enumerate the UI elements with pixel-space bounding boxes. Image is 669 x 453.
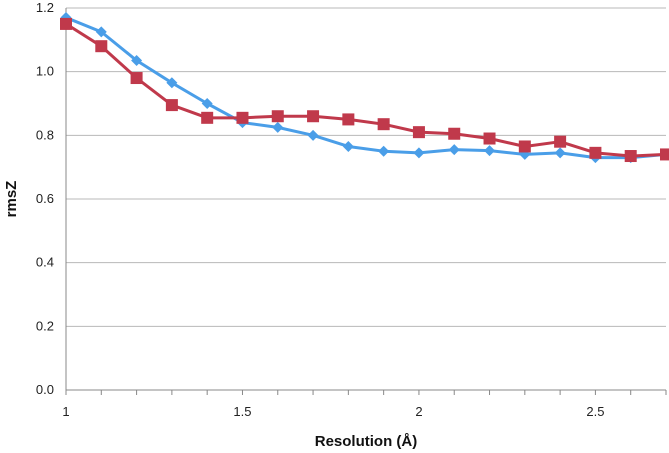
data-point (412, 126, 425, 139)
data-point (377, 118, 390, 131)
series-line (65, 22, 667, 158)
data-point (307, 129, 319, 141)
data-point (378, 145, 390, 157)
data-point (236, 111, 249, 124)
data-point (272, 121, 284, 133)
y-tick-label: 0.0 (36, 382, 54, 397)
data-point (131, 55, 143, 67)
data-point (624, 150, 637, 163)
data-point (201, 98, 213, 109)
y-tick-label: 1.0 (36, 64, 54, 79)
data-point (484, 145, 496, 157)
data-point (448, 144, 460, 156)
data-point (589, 146, 602, 159)
x-axis-title: Resolution (Å) (315, 433, 418, 450)
x-tick-label: 1 (62, 404, 69, 419)
data-point (166, 77, 178, 89)
y-tick-label: 1.2 (36, 0, 54, 15)
data-point (413, 147, 425, 159)
data-point (342, 140, 354, 152)
data-point (95, 40, 108, 53)
series-line (65, 16, 667, 160)
y-tick-label: 0.4 (36, 255, 54, 270)
data-point (165, 99, 178, 112)
data-point (483, 132, 496, 145)
y-axis-title: rmsZ (3, 181, 20, 218)
x-tick-label: 2.5 (586, 404, 604, 419)
y-tick-label: 0.6 (36, 191, 54, 206)
y-tick-label: 0.8 (36, 127, 54, 142)
axes (65, 8, 667, 395)
y-tick-label: 0.2 (36, 318, 54, 333)
data-point (130, 72, 143, 85)
data-point (554, 147, 566, 159)
x-tick-label: 2 (415, 404, 422, 419)
data-point (60, 17, 72, 30)
data-point (201, 111, 214, 124)
x-tick-label: 1.5 (233, 404, 251, 419)
data-point (660, 148, 669, 161)
data-point (307, 110, 320, 123)
data-point (95, 26, 107, 38)
grid (66, 7, 666, 327)
data-point (554, 135, 567, 148)
data-point (448, 127, 461, 140)
series (60, 12, 669, 164)
tick-labels: 0.0 0.2 0.4 0.6 0.8 1.0 1.2 1 1.5 2 2.5 (36, 0, 605, 419)
data-point (271, 110, 284, 123)
data-point (342, 113, 355, 126)
data-point (518, 140, 531, 153)
